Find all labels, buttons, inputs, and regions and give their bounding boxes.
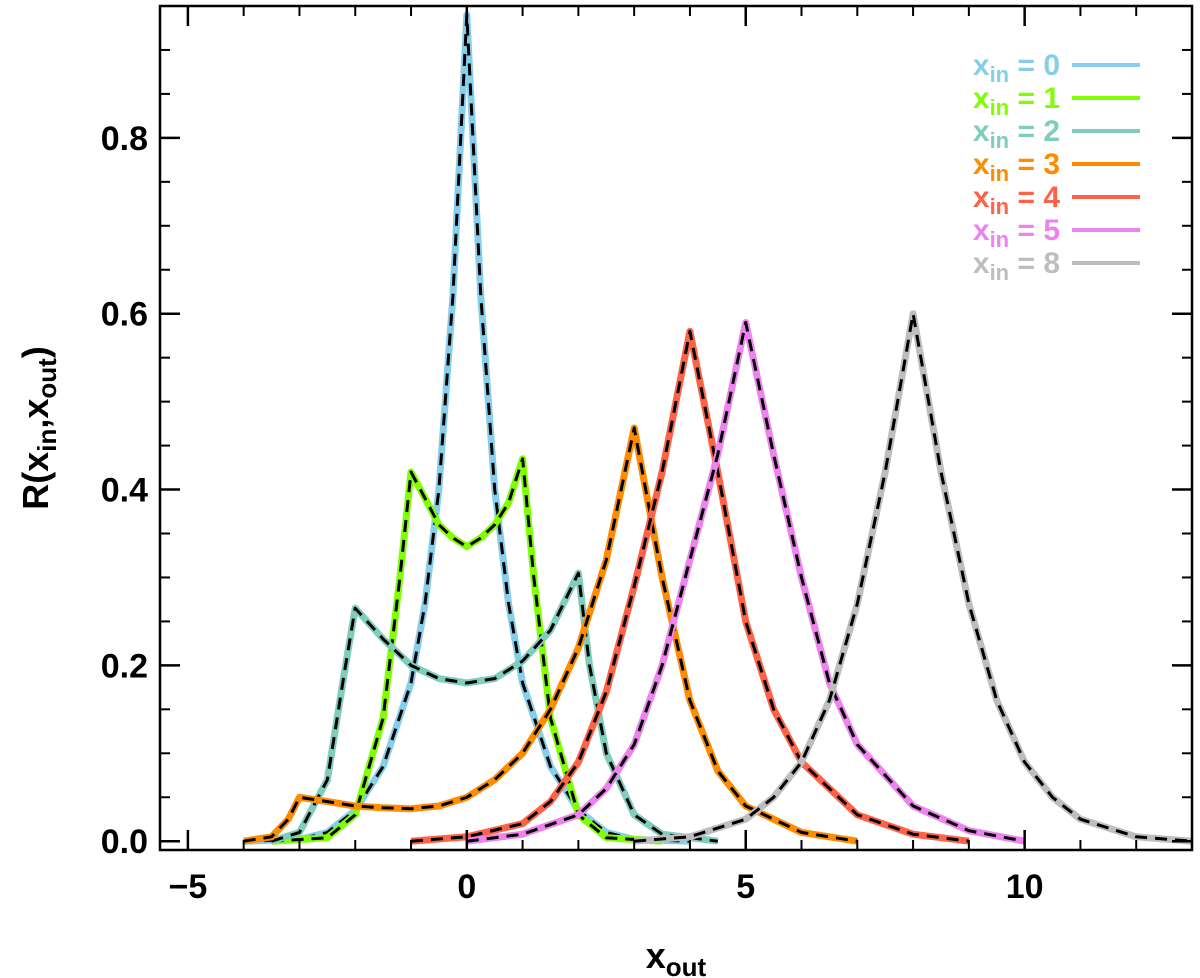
legend-label: xin = 3 bbox=[973, 148, 1060, 186]
legend-label: xin = 4 bbox=[973, 181, 1060, 219]
legend-label: xin = 2 bbox=[973, 115, 1060, 153]
legend-label: xin = 1 bbox=[973, 82, 1060, 120]
y-tick-label: 0.4 bbox=[101, 472, 148, 510]
legend-label: xin = 5 bbox=[973, 214, 1060, 252]
x-tick-label: 0 bbox=[457, 868, 476, 906]
y-axis-label: R(xin,xout) bbox=[15, 346, 62, 510]
model-line-5 bbox=[466, 321, 1025, 843]
legend-label: xin = 0 bbox=[973, 49, 1060, 87]
legend-label: xin = 8 bbox=[973, 247, 1060, 285]
x-axis-label: xout bbox=[646, 935, 707, 978]
y-tick-label: 0.6 bbox=[101, 296, 148, 334]
y-tick-label: 0.8 bbox=[101, 120, 148, 158]
series-line-4 bbox=[410, 327, 970, 845]
y-tick-label: 0.2 bbox=[101, 647, 148, 685]
series-line-1 bbox=[271, 455, 663, 845]
x-tick-label: 5 bbox=[736, 868, 755, 906]
model-line-0 bbox=[243, 13, 690, 843]
plot-frame bbox=[158, 4, 1194, 852]
model-line-4 bbox=[410, 329, 970, 843]
label-layer: −5 0 5 10 0.0 0.2 0.4 0.6 0.8 xout R(xin,xout) bbox=[15, 120, 1044, 978]
series-layer bbox=[243, 11, 1193, 845]
x-tick-label: 10 bbox=[1006, 868, 1044, 906]
tick-layer bbox=[160, 6, 1193, 850]
x-tick-label: −5 bbox=[169, 868, 208, 906]
model-line-2 bbox=[271, 571, 718, 843]
model-line-3 bbox=[243, 426, 858, 843]
model-line-1 bbox=[271, 457, 663, 843]
series-line-6 bbox=[633, 310, 1193, 845]
y-tick-label: 0.0 bbox=[101, 823, 148, 861]
series-line-0 bbox=[243, 11, 691, 845]
